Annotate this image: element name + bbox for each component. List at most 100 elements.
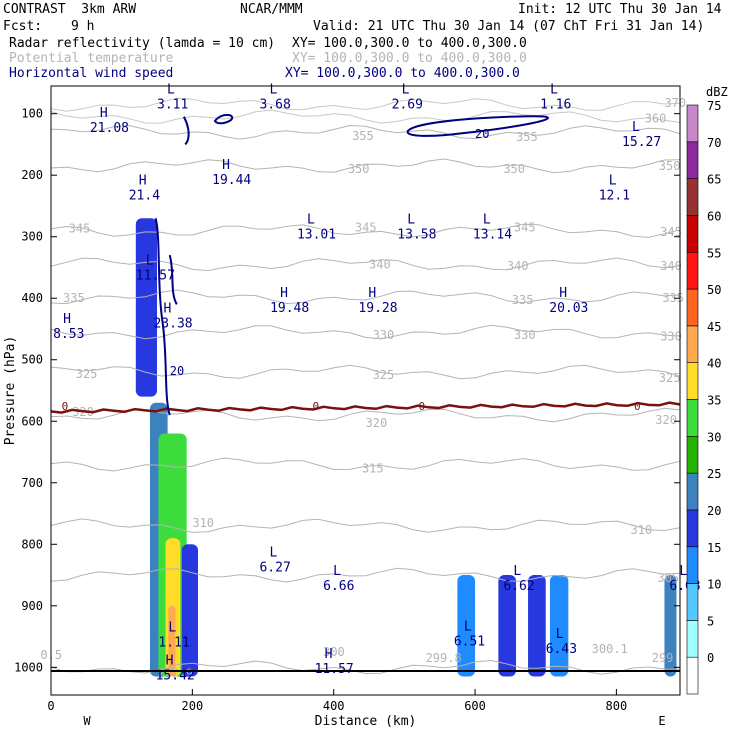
wind-extremum-marker: L bbox=[464, 619, 472, 634]
theta-contour-line bbox=[50, 158, 681, 174]
x-tick-label: 400 bbox=[323, 699, 345, 713]
wind-extremum-marker: H bbox=[325, 647, 333, 662]
y-tick-label: 1000 bbox=[14, 660, 43, 674]
theta-contour-label: 370 bbox=[664, 96, 686, 110]
colorbar-tick-label: 40 bbox=[707, 357, 721, 371]
theta-contour-label: 345 bbox=[69, 222, 91, 236]
colorbar-swatch bbox=[686, 436, 699, 474]
wind-extremum-marker: H bbox=[559, 286, 567, 301]
theta-contour-label: 320 bbox=[366, 416, 388, 430]
wind-extremum-marker: L bbox=[632, 120, 640, 135]
colorbar-unit: dBZ bbox=[706, 85, 728, 99]
wind-extremum-value: 2.69 bbox=[392, 97, 423, 112]
theta-contour-line bbox=[50, 518, 681, 533]
theta-contour-label: 300 bbox=[323, 645, 345, 659]
wind-extremum-value: 6.62 bbox=[503, 579, 534, 594]
wind-extremum-marker: H bbox=[368, 286, 376, 301]
field-name-wind: Horizontal wind speed bbox=[9, 66, 174, 81]
colorbar-swatch bbox=[686, 472, 699, 511]
colorbar-tick-label: 25 bbox=[707, 467, 721, 481]
wind-contour-line bbox=[154, 217, 171, 416]
colorbar-tick-label: 45 bbox=[707, 320, 721, 334]
x-tick-label: 800 bbox=[606, 699, 628, 713]
wind-extremum-value: 19.28 bbox=[358, 301, 397, 316]
wind-extremum-value: 13.14 bbox=[473, 227, 512, 242]
theta-contour-line bbox=[50, 223, 681, 238]
theta-contour-label: 310 bbox=[192, 516, 214, 530]
theta-contour-label: 325 bbox=[659, 371, 681, 385]
theta-contour-line bbox=[50, 457, 681, 472]
colorbar-tick-label: 20 bbox=[707, 504, 721, 518]
y-tick-label: 100 bbox=[21, 107, 43, 121]
wind-extremum-marker: L bbox=[609, 174, 617, 189]
theta-contour-label: 330 bbox=[514, 328, 536, 342]
colorbar-swatch bbox=[686, 546, 699, 584]
theta-contour-label: 300.1 bbox=[592, 642, 628, 656]
wind-extremum-marker: H bbox=[63, 312, 71, 327]
model-title: CONTRAST 3km ARW bbox=[3, 2, 137, 17]
colorbar-tick-label: 65 bbox=[707, 173, 721, 187]
field-xy-theta: XY= 100.0,300.0 to 400.0,300.0 bbox=[292, 51, 527, 66]
y-tick-label: 500 bbox=[21, 353, 43, 367]
theta-contour-label: 355 bbox=[352, 129, 374, 143]
reflectivity-column bbox=[528, 575, 546, 677]
plot-frame bbox=[50, 85, 681, 696]
wind-extremum-value: 6.27 bbox=[259, 561, 290, 576]
freezing-level-label: 0 bbox=[62, 400, 69, 413]
theta-contour-line bbox=[50, 289, 681, 305]
theta-contour-label: 310 bbox=[631, 523, 653, 537]
theta-contour-label: 345 bbox=[355, 220, 377, 234]
y-tick-label: 800 bbox=[21, 537, 43, 551]
wind-extremum-value: 19.44 bbox=[212, 173, 251, 188]
wind-extremum-marker: L bbox=[146, 253, 154, 268]
y-tick-label: 700 bbox=[21, 476, 43, 490]
freezing-level-label: 0 bbox=[634, 400, 641, 413]
colorbar-tick-label: 50 bbox=[707, 283, 721, 297]
wind-extremum-value: 19.48 bbox=[270, 301, 309, 316]
colorbar-swatch bbox=[686, 251, 699, 290]
colorbar-swatch bbox=[686, 362, 699, 400]
colorbar-tick-label: 5 bbox=[707, 614, 714, 628]
wind-extremum-marker: H bbox=[100, 106, 108, 121]
wind-extremum-marker: L bbox=[167, 82, 175, 97]
theta-contour-label: 335 bbox=[512, 293, 534, 307]
wind-extremum-value: 20.03 bbox=[549, 301, 588, 316]
theta-contour-line bbox=[50, 364, 681, 380]
colorbar-swatch bbox=[686, 288, 699, 327]
field-name-theta: Potential temperature bbox=[9, 51, 174, 66]
colorbar-tick-label: 10 bbox=[707, 578, 721, 592]
wind-contour-line bbox=[213, 113, 234, 125]
wind-contour-label: 20 bbox=[475, 127, 489, 141]
reflectivity-column bbox=[457, 575, 476, 677]
theta-contour-label: 355 bbox=[516, 130, 538, 144]
reflectivity-column bbox=[181, 544, 199, 677]
x-tick-label: 200 bbox=[182, 699, 204, 713]
y-tick-label: 200 bbox=[21, 168, 43, 182]
reflectivity-layer bbox=[135, 218, 677, 677]
wind-extremum-value: 12.1 bbox=[599, 189, 630, 204]
wind-extremum-value: 11.57 bbox=[315, 662, 354, 677]
theta-contour-label: 330 bbox=[373, 328, 395, 342]
x-tick-label: 600 bbox=[464, 699, 486, 713]
freezing-level-label: 0 bbox=[312, 400, 319, 413]
theta-contour-line bbox=[50, 659, 681, 675]
colorbar-tick-label: 35 bbox=[707, 394, 721, 408]
center-title: NCAR/MMM bbox=[240, 2, 303, 17]
theta-contour-line bbox=[50, 324, 681, 340]
wind-extremum-marker: L bbox=[168, 621, 176, 636]
theta-contour-label: 350 bbox=[503, 162, 525, 176]
colorbar-tick-label: 0 bbox=[707, 651, 714, 665]
wind-contour-line bbox=[406, 115, 549, 137]
wind-extremum-marker: L bbox=[402, 82, 410, 97]
wind-extremum-value: 6.66 bbox=[323, 579, 354, 594]
wind-extremum-marker: L bbox=[407, 212, 415, 227]
theta-contour-label: 325 bbox=[76, 367, 98, 381]
wind-extremum-marker: H bbox=[139, 174, 147, 189]
colorbar-swatch bbox=[686, 656, 699, 695]
colorbar-tick-label: 55 bbox=[707, 246, 721, 260]
colorbar-swatch bbox=[686, 325, 699, 363]
x-axis-label: Distance (km) bbox=[315, 714, 417, 729]
theta-contour-label: 360 bbox=[645, 112, 667, 126]
